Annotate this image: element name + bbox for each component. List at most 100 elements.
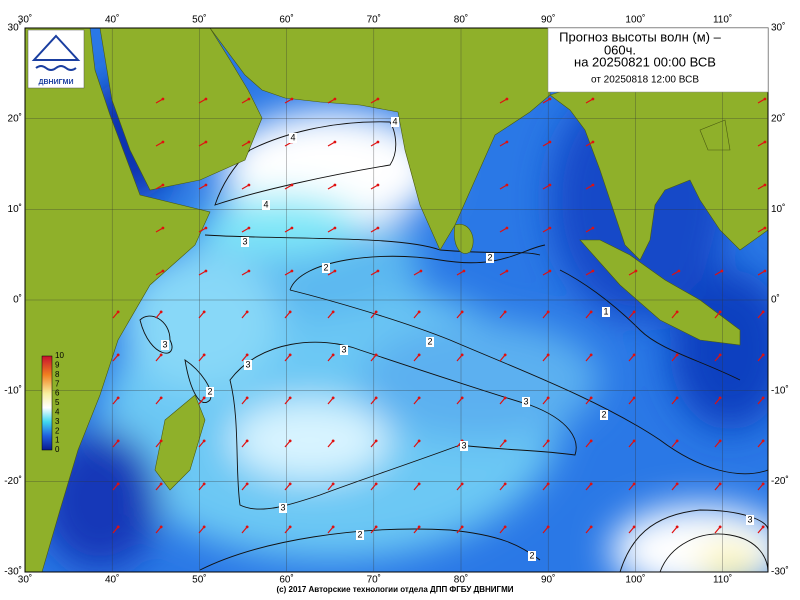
arrow-head [718, 439, 722, 443]
lon-label: 110˚ [713, 14, 732, 26]
contour-label: 4 [263, 199, 268, 209]
arrow-head [505, 226, 509, 230]
arrow-head [763, 269, 767, 273]
arrow-head [333, 183, 337, 187]
colorbar-label: 4 [55, 408, 60, 417]
lat-label: -10˚ [771, 384, 789, 396]
arrow-head [675, 482, 679, 486]
arrow-head [548, 183, 552, 187]
colorbar-label: 0 [55, 445, 60, 454]
arrow-head [331, 439, 335, 443]
colorbar-label: 8 [55, 370, 60, 379]
arrow-head [245, 396, 249, 400]
arrow-head [376, 269, 380, 273]
land-sri-lanka [454, 223, 474, 254]
arrow-head [247, 226, 251, 230]
lat-label: -30˚ [4, 566, 22, 578]
arrow-head [204, 269, 208, 273]
contour-label: 2 [323, 262, 328, 272]
contour-label-box [600, 410, 608, 420]
arrow-head [591, 226, 595, 230]
lon-label: 40˚ [105, 14, 119, 26]
contour [204, 234, 541, 256]
arrow-head [374, 353, 378, 357]
arrow-head [202, 396, 206, 400]
colorbar-label: 5 [55, 398, 60, 407]
lon-label: 90˚ [541, 574, 555, 586]
contour-label: 1 [603, 306, 608, 316]
arrow-head [247, 183, 251, 187]
contour-label: 3 [242, 236, 247, 246]
arrow-head [202, 482, 206, 486]
arrow-head [591, 269, 595, 273]
lat-label: -20˚ [4, 475, 22, 487]
contour-label: 2 [207, 386, 212, 396]
lon-label: 30˚ [18, 14, 32, 26]
footer: (c) 2017 Авторские технологии отдела ДПП… [277, 585, 514, 594]
contour-label: 4 [290, 132, 295, 142]
arrow-head [159, 396, 163, 400]
arrow-head [161, 269, 165, 273]
contour [184, 359, 212, 403]
contour-label: 3 [162, 339, 167, 349]
arrow-head [331, 396, 335, 400]
lon-label: 110˚ [713, 574, 732, 586]
contour-label-box [206, 387, 214, 397]
arrow-head [505, 140, 509, 144]
arrow-head [763, 97, 767, 101]
arrow-head [761, 353, 765, 357]
contour [289, 244, 768, 475]
arrow-head [376, 97, 380, 101]
contour [659, 533, 768, 572]
arrow-head [718, 525, 722, 529]
arrow-head [116, 439, 120, 443]
arrow-head [460, 353, 464, 357]
lon-label: 100˚ [625, 574, 645, 586]
contour [199, 528, 541, 571]
contour-label-box [746, 515, 754, 525]
arrow-head [374, 439, 378, 443]
arrow-head [503, 525, 507, 529]
contour-label: 3 [245, 359, 250, 369]
contour-label: 2 [487, 252, 492, 262]
lon-label: 40˚ [105, 574, 119, 586]
lat-label: 30˚ [771, 22, 785, 34]
arrow-head [763, 226, 767, 230]
contour [559, 269, 741, 381]
arrow-head [505, 97, 509, 101]
contour-label-box [356, 530, 364, 540]
arrow-head [634, 269, 638, 273]
arrow-head [290, 226, 294, 230]
contour-label-box [602, 307, 610, 317]
arrow-head [632, 310, 636, 314]
arrow-head [374, 310, 378, 314]
contour-label-box [340, 345, 348, 355]
arrow-head [460, 525, 464, 529]
arrow-head [546, 310, 550, 314]
arrow-head [419, 269, 423, 273]
logo-text: ДВНИГМИ [39, 79, 74, 86]
arrow-head [288, 396, 292, 400]
contour-label-box [289, 133, 297, 143]
arrow-head [763, 140, 767, 144]
colorbar [41, 355, 53, 451]
arrow-head [116, 482, 120, 486]
arrow-head [159, 525, 163, 529]
contour-label-box [279, 503, 287, 513]
arrow-head [245, 482, 249, 486]
arrow-head [462, 269, 466, 273]
arrow-head [589, 439, 593, 443]
arrow-head [546, 396, 550, 400]
title-box [547, 27, 769, 93]
arrow-head [761, 525, 765, 529]
arrow-head [505, 269, 509, 273]
arrow-head [161, 97, 165, 101]
arrow-head [331, 525, 335, 529]
arrow-head [376, 183, 380, 187]
lon-label: 70˚ [367, 574, 381, 586]
contour-label: 2 [601, 409, 606, 419]
contour-label: 4 [392, 116, 397, 126]
lon-label: 70˚ [367, 14, 381, 26]
